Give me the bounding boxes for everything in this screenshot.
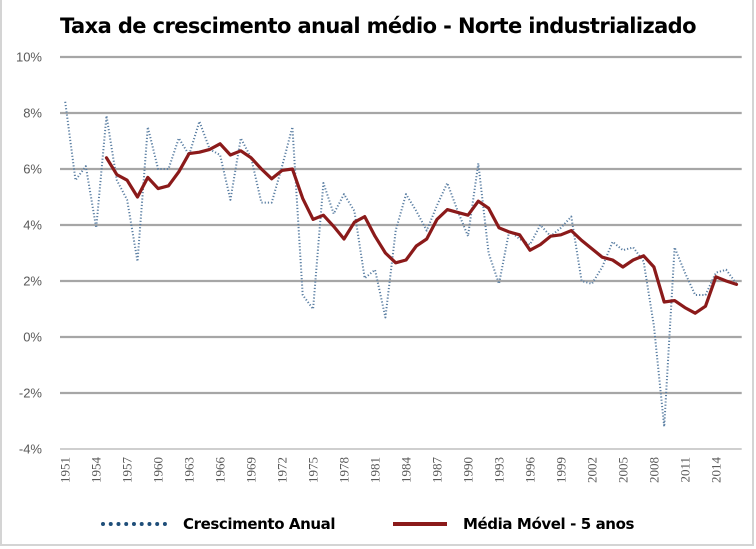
x-tick-label: 1978 (337, 457, 352, 483)
y-tick-label: -4% (19, 442, 43, 457)
x-tick-label: 1981 (368, 457, 383, 483)
x-tick-label: 1984 (399, 457, 414, 484)
x-tick-label: 1960 (151, 457, 166, 483)
chart-title: Taxa de crescimento anual médio - Norte … (60, 14, 697, 38)
y-axis-ticks: 10% 8% 6% 4% 2% 0% -2% -4% (16, 50, 42, 457)
x-tick-label: 1969 (244, 457, 259, 483)
y-tick-label: 4% (23, 218, 42, 233)
gridlines (60, 55, 742, 450)
y-tick-label: 10% (16, 50, 42, 65)
series-lines (64, 101, 739, 428)
x-tick-label: 2011 (677, 457, 692, 483)
x-tick-label: 1966 (213, 457, 228, 484)
x-tick-label: 1999 (553, 457, 568, 483)
x-axis-ticks: 1951 1954 1957 1960 1963 1966 1969 1972 1975 1978… (58, 457, 724, 484)
x-tick-label: 1957 (120, 457, 135, 484)
x-tick-label: 1990 (460, 457, 475, 483)
legend-item-moving-average: Média Móvel - 5 anos (393, 513, 634, 535)
x-tick-label: 2005 (615, 457, 630, 483)
legend-solid-line-icon (393, 522, 447, 526)
x-tick-label: 1972 (275, 457, 290, 483)
legend-label-moving-average: Média Móvel - 5 anos (463, 515, 635, 533)
series-line-moving-average (104, 142, 739, 315)
x-tick-label: 1996 (522, 457, 537, 484)
legend-dotted-line-icon (101, 522, 167, 526)
x-tick-label: 2002 (584, 457, 599, 483)
y-tick-label: 0% (23, 330, 42, 345)
x-tick-label: 1993 (491, 457, 506, 483)
y-tick-label: -2% (19, 386, 43, 401)
x-tick-label: 2008 (646, 457, 661, 483)
x-tick-label: 1951 (58, 457, 73, 483)
legend-item-annual: Crescimento Anual (101, 513, 336, 535)
x-tick-label: 1954 (89, 457, 104, 484)
y-tick-label: 6% (23, 162, 42, 177)
x-tick-label: 1975 (306, 457, 321, 483)
x-tick-label: 2014 (708, 457, 723, 484)
x-tick-label: 1963 (182, 457, 197, 483)
y-tick-label: 2% (23, 274, 42, 289)
legend-label-annual: Crescimento Anual (183, 515, 336, 533)
y-tick-label: 8% (23, 106, 42, 121)
series-line-annual-growth (64, 101, 738, 428)
x-tick-label: 1987 (430, 457, 445, 484)
